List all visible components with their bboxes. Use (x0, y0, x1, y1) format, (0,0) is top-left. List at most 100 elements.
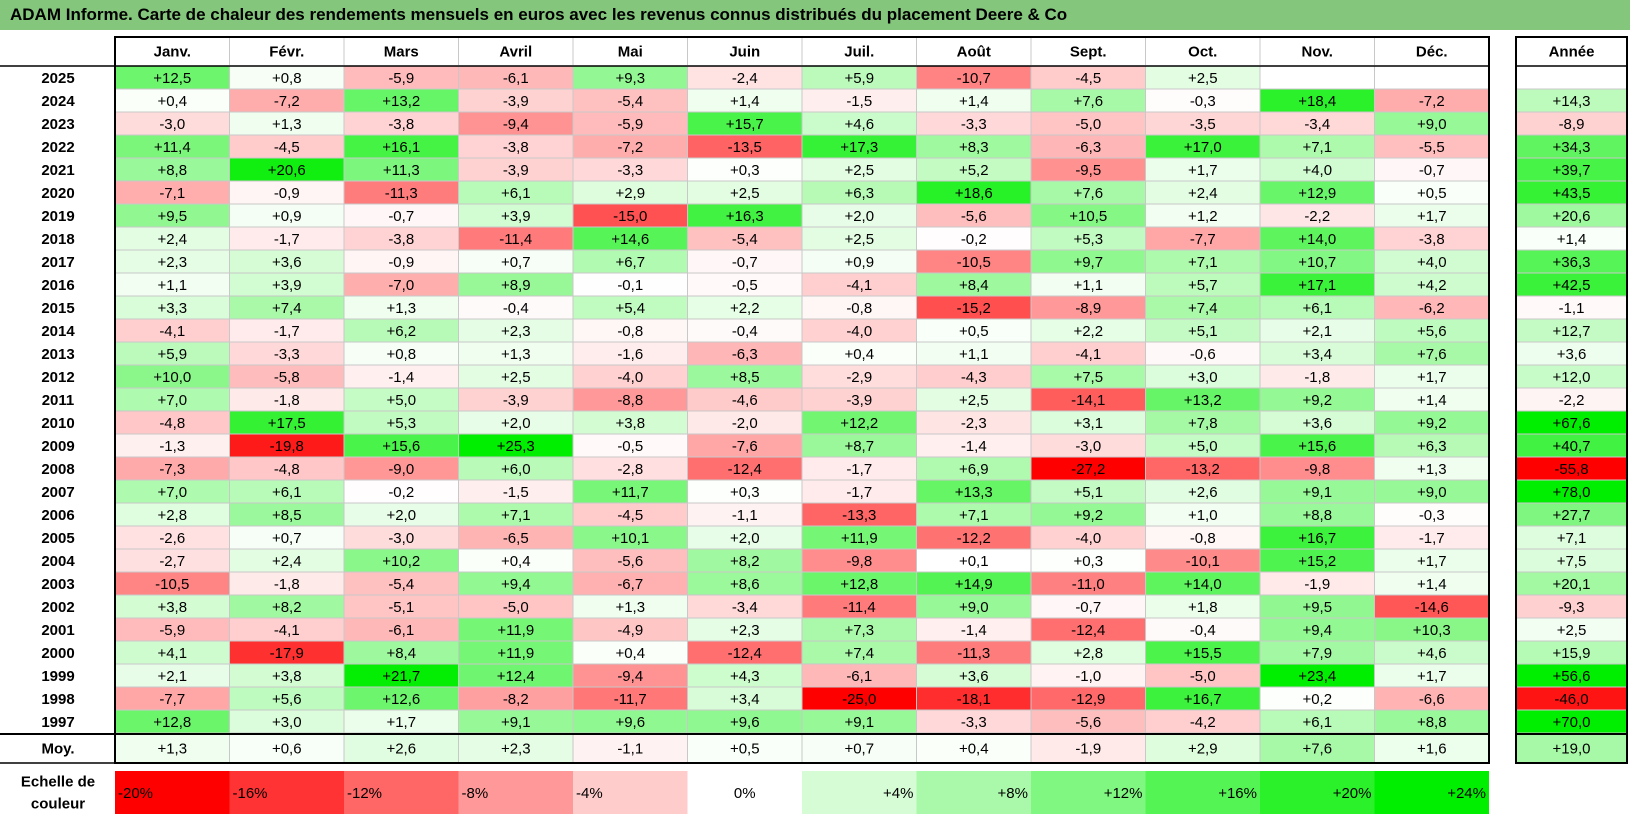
heatmap-cell (1145, 710, 1260, 733)
heatmap-cell (573, 595, 688, 618)
heatmap-cell (687, 687, 802, 710)
cell-value: -14,6 (1415, 599, 1449, 616)
cell-value: +0,3 (1073, 553, 1103, 570)
cell-value: -7,2 (1419, 93, 1445, 110)
cell-value: +7,1 (501, 507, 531, 524)
cell-value: -6,2 (1419, 300, 1445, 317)
cell-value: -3,3 (961, 714, 987, 731)
cell-value: +0,9 (272, 208, 302, 225)
cell-value: -2,6 (159, 530, 185, 547)
average-cell (458, 735, 573, 763)
heatmap-cell (1260, 388, 1375, 411)
heatmap-cell (802, 664, 917, 687)
cell-value: +25,3 (497, 438, 535, 455)
cell-value: -0,7 (1075, 599, 1101, 616)
heatmap-cell (802, 227, 917, 250)
heatmap-cell (344, 135, 459, 158)
heatmap-cell (1145, 365, 1260, 388)
cell-value: +7,1 (959, 507, 989, 524)
heatmap-cell (344, 457, 459, 480)
cell-value: -3,5 (1190, 116, 1216, 133)
heatmap-cell (1031, 595, 1146, 618)
cell-value: +5,3 (1073, 231, 1103, 248)
cell-value: +7,0 (157, 484, 187, 501)
cell-value: +6,1 (272, 484, 302, 501)
heatmap-cell (687, 66, 802, 89)
heatmap-cell (1374, 66, 1489, 89)
heatmap-cell (458, 158, 573, 181)
cell-value: -13,2 (1186, 461, 1220, 478)
cell-value: -0,8 (617, 323, 643, 340)
row-year-label: 2017 (41, 254, 74, 271)
average-value: +0,4 (959, 741, 989, 758)
cell-value: +5,4 (615, 300, 645, 317)
cell-value: +11,4 (154, 139, 191, 156)
heatmap-cell (802, 158, 917, 181)
cell-value: +8,9 (501, 277, 531, 294)
cell-value: +3,0 (1188, 369, 1218, 386)
heatmap-cell (1031, 618, 1146, 641)
cell-value: -0,9 (274, 185, 300, 202)
heatmap-cell (115, 66, 230, 89)
cell-value: +1,3 (272, 116, 302, 133)
heatmap-cell (916, 365, 1031, 388)
cell-value: +1,2 (1188, 208, 1218, 225)
cell-value: +9,1 (844, 714, 874, 731)
heatmap-cell (1260, 112, 1375, 135)
year-total-value: +78,0 (1553, 484, 1591, 501)
heatmap-cell (1374, 135, 1489, 158)
cell-value: +15,5 (1184, 645, 1222, 662)
row-year-label: 2024 (41, 93, 75, 110)
cell-value: +5,0 (386, 392, 416, 409)
heatmap-cell (344, 204, 459, 227)
cell-value: -27,2 (1071, 461, 1105, 478)
cell-value: +8,6 (730, 576, 760, 593)
cell-value: +5,0 (1188, 438, 1218, 455)
cell-value: +3,4 (730, 691, 760, 708)
cell-value: +7,4 (272, 300, 302, 317)
cell-value: +17,0 (1184, 139, 1222, 156)
year-total-cell (1516, 250, 1627, 273)
cell-value: -5,6 (1075, 714, 1101, 731)
heatmap-cell (344, 112, 459, 135)
heatmap-cell (802, 710, 917, 733)
heatmap-cell (802, 135, 917, 158)
heatmap-cell (802, 296, 917, 319)
row-year-label: 2001 (41, 622, 74, 639)
legend-step-label: 0% (734, 785, 756, 802)
year-total-cell (1516, 618, 1627, 641)
cell-value: -3,8 (1419, 231, 1445, 248)
cell-value: -4,0 (846, 323, 872, 340)
year-total-cell (1516, 526, 1627, 549)
heatmap-cell (1260, 595, 1375, 618)
heatmap-cell (687, 342, 802, 365)
heatmap-cell (229, 549, 344, 572)
row-year-label: 2013 (41, 346, 74, 363)
cell-value: +0,3 (730, 162, 760, 179)
heatmap-cell (1260, 365, 1375, 388)
heatmap-cell (687, 319, 802, 342)
row-year-label: 2023 (41, 116, 74, 133)
cell-value: +3,3 (157, 300, 187, 317)
cell-value: -19,8 (270, 438, 304, 455)
cell-value: -13,3 (842, 507, 876, 524)
heatmap-cell (229, 250, 344, 273)
row-year-label: 1998 (41, 691, 74, 708)
legend-step-label: +16% (1218, 785, 1257, 802)
heatmap-cell (458, 572, 573, 595)
cell-value: -1,7 (846, 461, 872, 478)
heatmap-cell (458, 89, 573, 112)
row-year-label: 2019 (41, 208, 74, 225)
cell-value: +8,2 (730, 553, 760, 570)
legend-step-label: -20% (118, 785, 153, 802)
cell-value: +8,3 (959, 139, 989, 156)
cell-value: +9,6 (615, 714, 645, 731)
average-cell (802, 735, 917, 763)
cell-value: -8,2 (503, 691, 529, 708)
column-header: Avril (499, 44, 532, 61)
legend-swatch (687, 771, 802, 814)
cell-value: -4,9 (617, 622, 643, 639)
row-year-label: 2012 (41, 369, 74, 386)
heatmap-cell (115, 296, 230, 319)
year-total-value: +3,6 (1557, 346, 1587, 363)
